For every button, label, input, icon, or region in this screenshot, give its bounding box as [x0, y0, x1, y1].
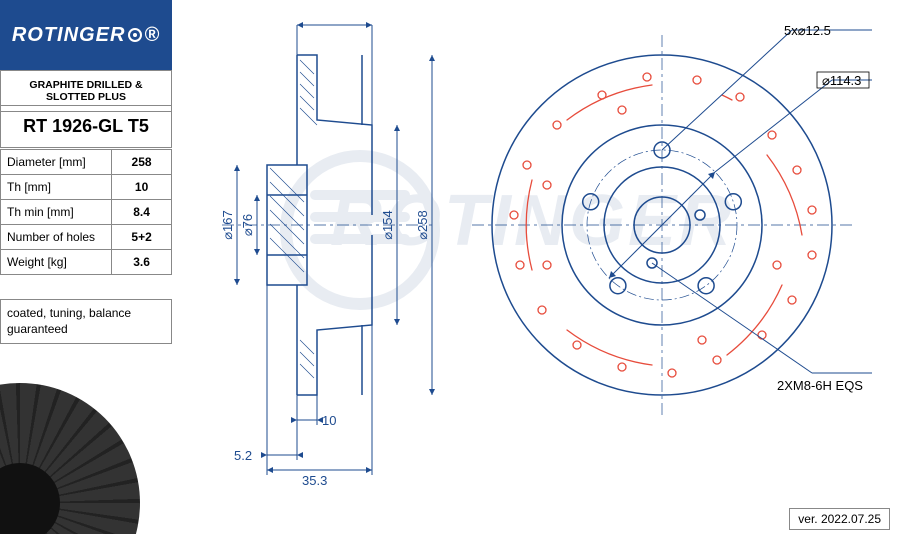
dim-off: 5.2	[234, 448, 252, 463]
part-number: RT 1926-GL T5	[0, 105, 172, 148]
dim-d258: ⌀258	[415, 210, 430, 240]
brand-logo: ROTINGER®	[0, 0, 172, 70]
table-row: Number of holes5+2	[1, 225, 172, 250]
front-view	[472, 30, 872, 415]
table-row: Th min [mm]8.4	[1, 200, 172, 225]
table-row: Weight [kg]3.6	[1, 250, 172, 275]
dim-d154: ⌀154	[380, 210, 395, 240]
version: ver. 2022.07.25	[789, 508, 890, 530]
dim-d167: ⌀167	[220, 210, 235, 240]
callout-thread: 2XM8-6H EQS	[777, 378, 863, 393]
callout-bolt: 5x⌀12.5	[784, 23, 831, 38]
table-row: Diameter [mm]258	[1, 150, 172, 175]
technical-drawing: ⌀167 ⌀76 ⌀154 ⌀258 10 5.2	[172, 0, 900, 534]
dim-d76: ⌀76	[240, 214, 255, 236]
dim-thk: 10	[322, 413, 336, 428]
section-view: ⌀167 ⌀76 ⌀154 ⌀258 10 5.2	[220, 22, 435, 488]
table-row: Th [mm]10	[1, 175, 172, 200]
logo-text: ROTINGER®	[12, 24, 160, 47]
callout-pcd: ⌀114.3	[822, 73, 861, 88]
dim-flange: 35.3	[302, 473, 327, 488]
product-image	[0, 343, 172, 534]
spec-table: Diameter [mm]258 Th [mm]10 Th min [mm]8.…	[0, 149, 172, 275]
notes: coated, tuning, balance guaranteed	[0, 299, 172, 344]
